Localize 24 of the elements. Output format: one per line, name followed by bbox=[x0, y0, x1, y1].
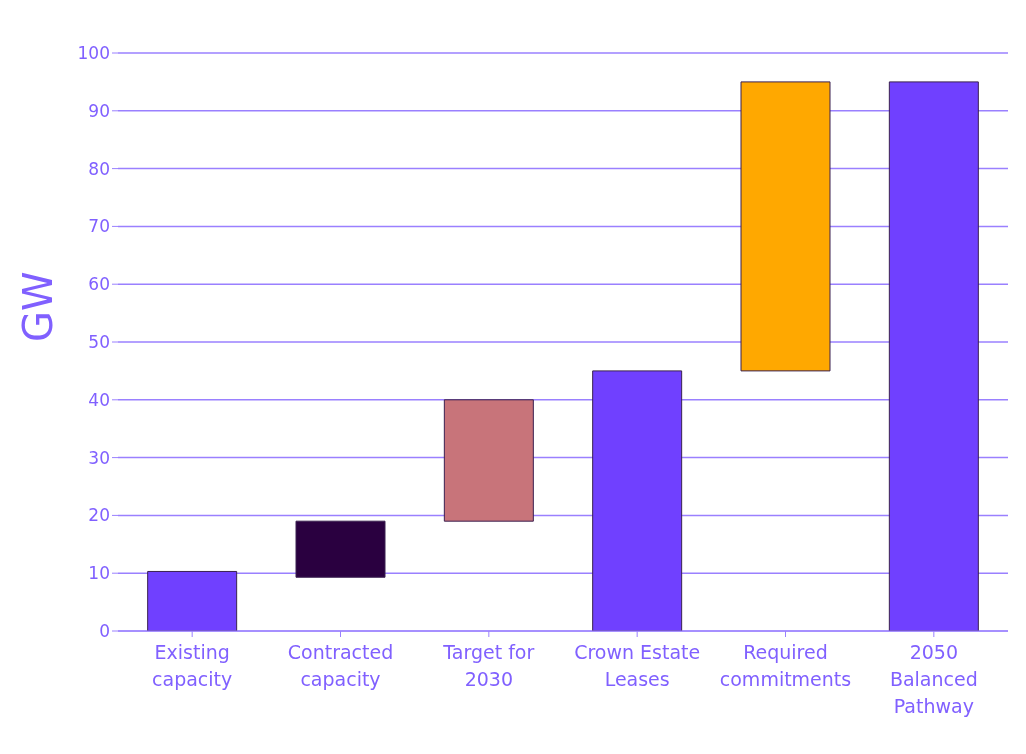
bar bbox=[443, 399, 534, 522]
y-tick-label: 40 bbox=[88, 389, 110, 410]
bar bbox=[888, 81, 979, 631]
y-tick-label: 100 bbox=[77, 43, 110, 64]
bar bbox=[592, 370, 683, 631]
y-tick-label: 30 bbox=[88, 447, 110, 468]
y-tick-label: 0 bbox=[99, 621, 110, 642]
x-tick-label: Crown Estate Leases bbox=[574, 641, 701, 690]
bar bbox=[147, 570, 238, 631]
y-tick-label: 60 bbox=[88, 274, 110, 295]
y-tick-label: 80 bbox=[88, 158, 110, 179]
x-tick-label: Existing capacity bbox=[152, 641, 233, 690]
x-tick-label: Contracted capacity bbox=[287, 641, 394, 690]
y-tick-label: 50 bbox=[88, 332, 110, 353]
y-tick-label: 90 bbox=[88, 100, 110, 121]
y-tick-label: 70 bbox=[88, 216, 110, 237]
x-tick-label: Required commitments bbox=[719, 641, 852, 690]
x-tick-label: Target for 2030 bbox=[442, 641, 535, 690]
y-tick-label: 10 bbox=[88, 563, 110, 584]
x-tick-label: 2050 Balanced Pathway bbox=[889, 641, 978, 717]
y-tick-label: 20 bbox=[88, 505, 110, 526]
bar bbox=[740, 81, 831, 372]
bar bbox=[295, 520, 386, 578]
y-axis-title: GW bbox=[15, 271, 62, 342]
